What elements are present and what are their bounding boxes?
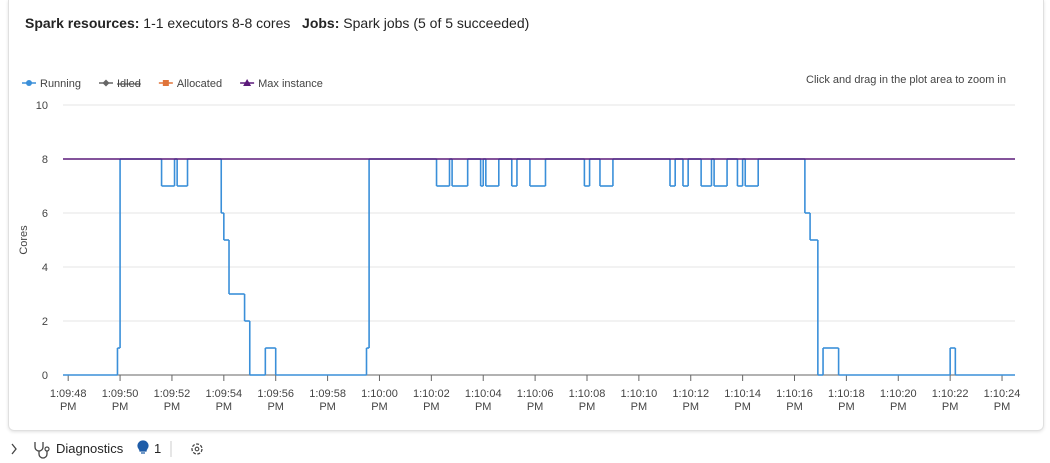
x-tick-label: 1:10:22 PM <box>932 388 969 413</box>
x-tick-label: 1:10:16 PM <box>776 388 813 413</box>
legend-marker <box>162 80 169 86</box>
bulb-icon <box>137 440 149 454</box>
legend-marker <box>26 80 32 86</box>
x-tick-label: 1:10:08 PM <box>569 388 606 413</box>
jobs-value: Spark jobs (5 of 5 succeeded) <box>343 15 530 31</box>
legend-label[interactable]: Max instance <box>258 78 323 90</box>
summary: Spark resources: 1-1 executors 8-8 cores… <box>25 15 529 31</box>
footer-bar: Diagnostics 1 <box>0 437 1050 461</box>
jobs-label: Jobs: <box>302 15 340 31</box>
settings-icon[interactable] <box>191 443 203 455</box>
y-tick-label: 8 <box>42 154 48 166</box>
x-tick-label: 1:10:10 PM <box>621 388 658 413</box>
chart-card: Spark resources: 1-1 executors 8-8 cores… <box>8 0 1044 431</box>
x-tick-label: 1:10:06 PM <box>517 388 554 413</box>
x-tick-label: 1:09:50 PM <box>102 388 139 413</box>
stethoscope-icon <box>34 442 48 459</box>
x-tick-label: 1:10:00 PM <box>361 388 398 413</box>
x-tick-label: 1:09:52 PM <box>154 388 191 413</box>
x-tick-label: 1:10:12 PM <box>672 388 709 413</box>
legend-label[interactable]: Idled <box>117 78 141 90</box>
y-axis-label: Cores <box>18 225 30 255</box>
resources-label: Spark resources: <box>25 15 140 31</box>
x-tick-label: 1:09:54 PM <box>205 388 242 413</box>
x-tick-label: 1:10:18 PM <box>828 388 865 413</box>
expand-chevron[interactable] <box>11 443 17 455</box>
zoom-hint: Click and drag in the plot area to zoom … <box>806 74 1006 86</box>
legend-label[interactable]: Allocated <box>177 78 222 90</box>
x-tick-label: 1:09:56 PM <box>257 388 294 413</box>
footer-icons <box>11 440 203 459</box>
legend-label[interactable]: Running <box>40 78 81 90</box>
y-tick-label: 2 <box>42 316 48 328</box>
x-tick-label: 1:09:48 PM <box>50 388 87 413</box>
y-tick-label: 4 <box>42 262 48 274</box>
resources-value: 1-1 executors 8-8 cores <box>143 15 291 31</box>
legend-marker <box>102 79 110 87</box>
x-tick-label: 1:10:04 PM <box>465 388 502 413</box>
x-tick-label: 1:09:58 PM <box>309 388 346 413</box>
x-tick-label: 1:10:20 PM <box>880 388 917 413</box>
legend-marker <box>243 79 252 86</box>
x-tick-label: 1:10:02 PM <box>413 388 450 413</box>
settings-hub <box>194 446 200 452</box>
chart: Click and drag in the plot area to zoom … <box>18 74 1021 413</box>
y-tick-label: 6 <box>42 208 48 220</box>
x-tick-label: 1:10:14 PM <box>724 388 761 413</box>
y-tick-label: 10 <box>36 100 48 112</box>
y-tick-label: 0 <box>42 370 48 382</box>
diagnostics-label[interactable]: Diagnostics <box>56 441 124 456</box>
stethoscope-dot <box>44 446 50 452</box>
diagnostics-count: 1 <box>154 441 162 456</box>
x-tick-label: 1:10:24 PM <box>984 388 1021 413</box>
